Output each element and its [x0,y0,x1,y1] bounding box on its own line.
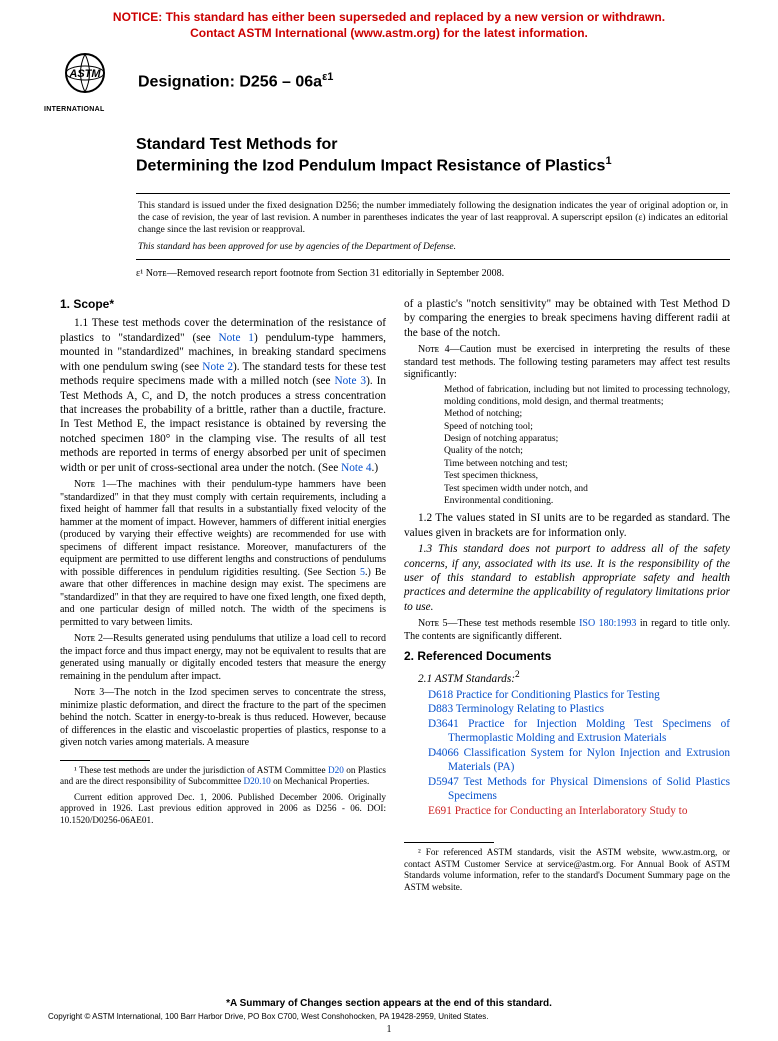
scope-heading: 1. Scope* [60,297,386,312]
column-left: 1. Scope* 1.1 These test methods cover t… [60,297,386,895]
astm-logo: ASTM INTERNATIONAL [50,51,122,111]
issued-text: This standard is issued under the fixed … [138,200,728,237]
note-1: Nᴏᴛᴇ 1—The machines with their pendulum-… [60,479,386,629]
notice-line1: NOTICE: This standard has either been su… [113,10,665,24]
col2-cont: of a plastic's "notch sensitivity" may b… [404,297,730,340]
logo-label: INTERNATIONAL [44,106,105,113]
param-3: Design of notching apparatus; [444,433,730,445]
param-5: Time between notching and test; [444,458,730,470]
parameter-list: Method of fabrication, including but not… [404,384,730,507]
note4-link[interactable]: Note 4 [341,462,371,474]
footer-summary: *A Summary of Changes section appears at… [0,998,778,1009]
param-8: Environmental conditioning. [444,495,730,507]
issued-block: This standard is issued under the fixed … [136,193,730,260]
svg-text:ASTM: ASTM [68,68,101,80]
footnote-2: ² For referenced ASTM standards, visit t… [404,847,730,893]
ref-d4066[interactable]: D4066 Classification System for Nylon In… [418,746,730,775]
param-1: Method of notching; [444,408,730,420]
param-0: Method of fabrication, including but not… [444,384,730,409]
notice-line2: Contact ASTM International (www.astm.org… [190,26,588,40]
astm-standards-sub: 2.1 ASTM Standards:2 [404,669,730,686]
param-6: Test specimen thickness, [444,470,730,482]
committee-d20-link[interactable]: D20 [328,765,344,775]
footnote-1: ¹ These test methods are under the juris… [60,765,386,788]
reference-list: D618 Practice for Conditioning Plastics … [404,688,730,818]
note1-link[interactable]: Note 1 [219,332,254,344]
header-row: ASTM INTERNATIONAL Designation: D256 – 0… [0,47,778,119]
note-5: Nᴏᴛᴇ 5—These test methods resemble ISO 1… [404,618,730,643]
param-7: Test specimen width under notch, and [444,483,730,495]
note-3: Nᴏᴛᴇ 3—The notch in the Izod specimen se… [60,687,386,750]
footnote-rule-left [60,760,150,761]
designation: Designation: D256 – 06aε1 [122,71,333,91]
note2-link[interactable]: Note 2 [202,361,233,373]
page-number: 1 [0,1024,778,1035]
column-right: of a plastic's "notch sensitivity" may b… [404,297,730,895]
note-2: Nᴏᴛᴇ 2—Results generated using pendulums… [60,633,386,683]
title-block: Standard Test Methods for Determining th… [0,119,778,182]
body-columns: 1. Scope* 1.1 These test methods cover t… [0,289,778,895]
note3-link[interactable]: Note 3 [335,375,367,387]
designation-sup: ε1 [322,71,333,83]
subcommittee-d2010-link[interactable]: D20.10 [243,776,270,786]
title-line1: Standard Test Methods for [136,135,738,155]
iso180-link[interactable]: ISO 180:1993 [579,618,636,629]
ref-e691[interactable]: E691 Practice for Conducting an Interlab… [418,804,730,818]
ref-d3641[interactable]: D3641 Practice for Injection Molding Tes… [418,717,730,746]
epsilon-note: ε¹ Nᴏᴛᴇ—Removed research report footnote… [136,266,730,281]
dod-approved: This standard has been approved for use … [138,241,728,253]
supersession-notice: NOTICE: This standard has either been su… [0,0,778,47]
ref-d618[interactable]: D618 Practice for Conditioning Plastics … [418,688,730,702]
footnote-rule-right [404,842,494,843]
param-2: Speed of notching tool; [444,421,730,433]
designation-text: Designation: D256 – 06a [138,73,322,90]
para-1-3: 1.3 This standard does not purport to ad… [404,542,730,614]
title-line2: Determining the Izod Pendulum Impact Res… [136,155,738,176]
note-4: Nᴏᴛᴇ 4—Caution must be exercised in inte… [404,344,730,382]
footnote-1b: Current edition approved Dec. 1, 2006. P… [60,792,386,827]
para-1-1: 1.1 These test methods cover the determi… [60,316,386,475]
ref-d883[interactable]: D883 Terminology Relating to Plastics [418,702,730,716]
param-4: Quality of the notch; [444,445,730,457]
ref-d5947[interactable]: D5947 Test Methods for Physical Dimensio… [418,775,730,804]
copyright: Copyright © ASTM International, 100 Barr… [48,1012,489,1021]
para-1-2: 1.2 The values stated in SI units are to… [404,511,730,540]
refdocs-heading: 2. Referenced Documents [404,649,730,664]
